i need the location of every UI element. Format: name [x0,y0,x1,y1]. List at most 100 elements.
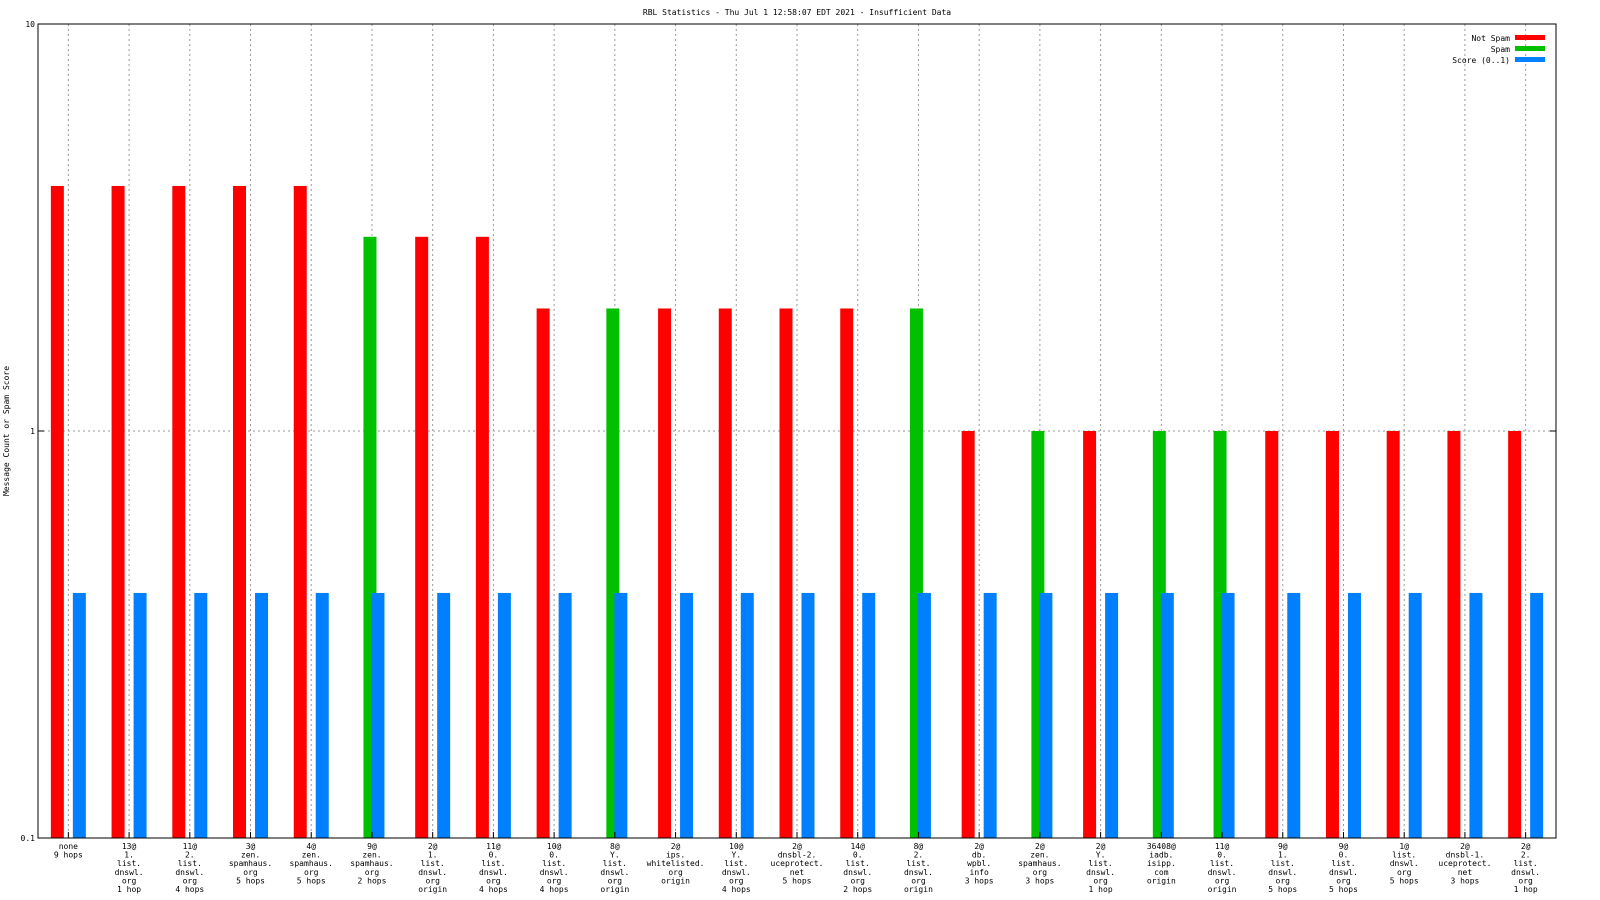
x-tick-label-line: 1 hop [1089,885,1113,894]
x-tick-label: 2@ dnsbl-2. uceprotect. net 5 hops [771,842,824,885]
x-tick-label-line: org [1518,876,1533,885]
x-tick-label-line: list. [1514,859,1538,868]
bar-score [1039,592,1053,838]
x-tick-label: 9@ 0. list. dnswl. org 5 hops [1329,842,1358,894]
x-tick-label-line: 9 hops [54,851,83,860]
bar-score [1105,592,1119,838]
x-tick-label: 2@ dnsbl-1. uceprotect. net 3 hops [1438,842,1491,885]
x-tick-label-line: org [1336,876,1351,885]
x-tick-label-line: dnswl. [1208,868,1237,877]
x-tick-label-line: list. [1089,859,1113,868]
bar-score [1347,592,1361,838]
x-tick-label-line: origin [418,885,447,894]
x-tick-label-line: dnswl. [175,868,204,877]
bar-not-spam [536,308,550,838]
x-tick-label-line: 10@ [729,842,744,851]
x-tick-label-line: uceprotect. [1438,859,1491,868]
bar-not-spam [718,308,732,838]
bar-score [133,592,147,838]
x-tick-label-line: dnswl. [1086,868,1115,877]
x-tick-label: 11@ 2. list. dnswl. org 4 hops [175,842,204,894]
x-tick-label-line: 4 hops [175,885,204,894]
x-tick-label-line: 1. [428,851,438,860]
x-tick-label: 14@ 0. list. dnswl. org 2 hops [843,842,872,894]
bar-not-spam [961,431,975,838]
bar-not-spam [50,185,64,839]
bar-score [983,592,997,838]
x-tick-label-line: dnswl. [600,868,629,877]
x-tick-label-line: 4@ [306,842,316,851]
x-tick-label-line: spamhaus. [290,859,333,868]
legend-label: Spam [1491,45,1510,54]
x-tick-label-line: 5 hops [1329,885,1358,894]
x-tick-label-line: 3 hops [1025,876,1054,885]
x-tick-label-line: iadb. [1149,851,1173,860]
x-tick-label-line: 8@ [610,842,620,851]
bar-score [371,592,385,838]
x-tick-label-line: org [486,876,501,885]
bar-not-spam [658,308,672,838]
bar-score [1530,592,1544,838]
x-tick-label-line: dnswl. [1511,868,1540,877]
x-tick-label-line: zen. [362,851,381,860]
x-tick-label-line: 2 hops [358,876,387,885]
y-axis-label: Message Count or Spam Score [2,366,11,496]
x-tick-label-line: origin [1147,876,1176,885]
x-tick-label-line: org [1215,876,1230,885]
bar-score [437,592,451,838]
x-tick-label-line: org [243,868,258,877]
x-tick-label: 11@ 0. list. dnswl. org 4 hops [479,842,508,894]
x-tick-label-line: org [122,876,137,885]
x-tick-label-line: 1@ [1399,842,1409,851]
x-tick-label-line: org [183,876,198,885]
x-tick-label-line: origin [904,885,933,894]
x-tick-label-line: 2@ [1035,842,1045,851]
x-tick-label: 9@ 1. list. dnswl. org 5 hops [1268,842,1297,894]
x-tick-label-line: none [59,842,78,851]
x-tick-label-line: list. [1331,859,1355,868]
x-tick-label-line: 5 hops [297,876,326,885]
y-tick-label: 10 [25,20,35,29]
x-tick-label-line: dnsbl-2. [778,851,817,860]
bar-not-spam [1447,431,1461,838]
chart-title: RBL Statistics - Thu Jul 1 12:58:07 EDT … [643,8,951,17]
legend: Not Spam Spam Score (0..1) [1452,34,1545,65]
legend-swatch [1515,35,1545,40]
bar-not-spam [1265,431,1279,838]
x-tick-label-line: list. [724,859,748,868]
x-tick-label-line: 1 hop [1514,885,1538,894]
bar-score [558,592,572,838]
x-tick-label-line: Y. [731,851,741,860]
x-tick-label-line: zen. [1030,851,1049,860]
bar-score [1408,592,1422,838]
x-tick-label-line: org [1033,868,1048,877]
bar-not-spam [293,185,307,839]
bar-score [862,592,876,838]
bar-score [680,592,694,838]
x-tick-label-line: wpbl. [967,859,991,868]
x-tick-label: 9@ zen. spamhaus. org 2 hops [350,842,393,885]
x-tick-label-line: dnswl. [904,868,933,877]
x-tick-label-line: 5 hops [1390,876,1419,885]
x-tick-label: 2@ Y. list. dnswl. org 1 hop [1086,842,1115,894]
x-tick-label-line: 0. [1339,851,1349,860]
x-tick-label: 10@ 0. list. dnswl. org 4 hops [540,842,569,894]
x-tick-label-line: origin [600,885,629,894]
x-tick-label-line: 2. [1521,851,1531,860]
x-tick-label-line: db. [972,851,986,860]
x-tick-label-line: 2@ [428,842,438,851]
x-tick-label-line: list. [846,859,870,868]
x-tick-label: 2@ 1. list. dnswl. org origin [418,842,447,894]
x-tick-label: 8@ 2. list. dnswl. org origin [904,842,933,894]
bar-score [917,592,931,838]
x-tick-label-line: 5 hops [1268,885,1297,894]
x-tick-label-line: list. [117,859,141,868]
bar-not-spam [1083,431,1097,838]
legend-label: Score (0..1) [1452,56,1510,65]
x-tick-label-line: dnswl. [722,868,751,877]
x-tick-label-line: org [365,868,380,877]
x-tick-label-line: com [1154,868,1169,877]
bars [50,185,1544,839]
